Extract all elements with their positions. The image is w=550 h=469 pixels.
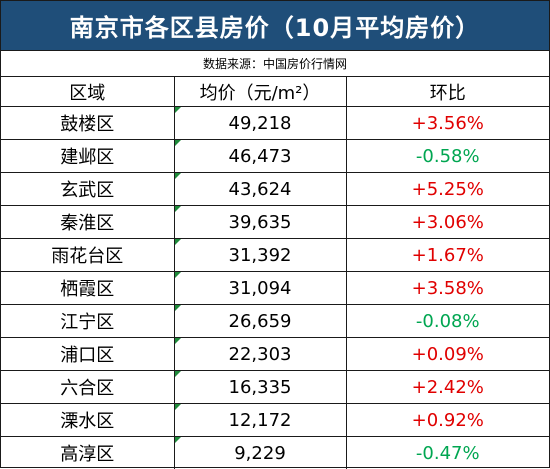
price-cell: 12,172 — [174, 404, 346, 437]
district-cell: 雨花台区 — [1, 239, 174, 272]
change-cell: -0.08% — [346, 305, 549, 338]
district-cell: 江宁区 — [1, 305, 174, 338]
table-header-row: 区域 均价（元/m²） 环比 — [1, 77, 549, 107]
district-cell: 秦淮区 — [1, 206, 174, 239]
change-cell: +1.67% — [346, 239, 549, 272]
district-cell: 溧水区 — [1, 404, 174, 437]
price-cell: 49,218 — [174, 107, 346, 140]
district-cell: 建邺区 — [1, 140, 174, 173]
change-cell: +0.92% — [346, 404, 549, 437]
change-cell: -0.58% — [346, 140, 549, 173]
page-title: 南京市各区县房价（10月平均房价） — [1, 1, 549, 51]
change-cell: +5.25% — [346, 173, 549, 206]
district-cell: 鼓楼区 — [1, 107, 174, 140]
price-cell: 31,392 — [174, 239, 346, 272]
district-cell: 玄武区 — [1, 173, 174, 206]
change-cell: +3.58% — [346, 272, 549, 305]
price-cell: 39,635 — [174, 206, 346, 239]
price-cell: 26,659 — [174, 305, 346, 338]
change-cell: +0.09% — [346, 338, 549, 371]
district-cell: 浦口区 — [1, 338, 174, 371]
district-cell: 栖霞区 — [1, 272, 174, 305]
district-cell: 六合区 — [1, 371, 174, 404]
price-cell: 46,473 — [174, 140, 346, 173]
district-cell: 高淳区 — [1, 437, 174, 469]
data-source-note: 数据来源：中国房价行情网 — [1, 51, 549, 77]
change-cell: +2.42% — [346, 371, 549, 404]
price-cell: 16,335 — [174, 371, 346, 404]
price-cell: 31,094 — [174, 272, 346, 305]
column-header-district: 区域 — [1, 77, 174, 107]
column-header-price: 均价（元/m²） — [174, 77, 346, 107]
change-cell: -0.47% — [346, 437, 549, 469]
price-cell: 9,229 — [174, 437, 346, 469]
change-cell: +3.56% — [346, 107, 549, 140]
change-cell: +3.06% — [346, 206, 549, 239]
price-cell: 22,303 — [174, 338, 346, 371]
column-header-change: 环比 — [346, 77, 549, 107]
price-cell: 43,624 — [174, 173, 346, 206]
